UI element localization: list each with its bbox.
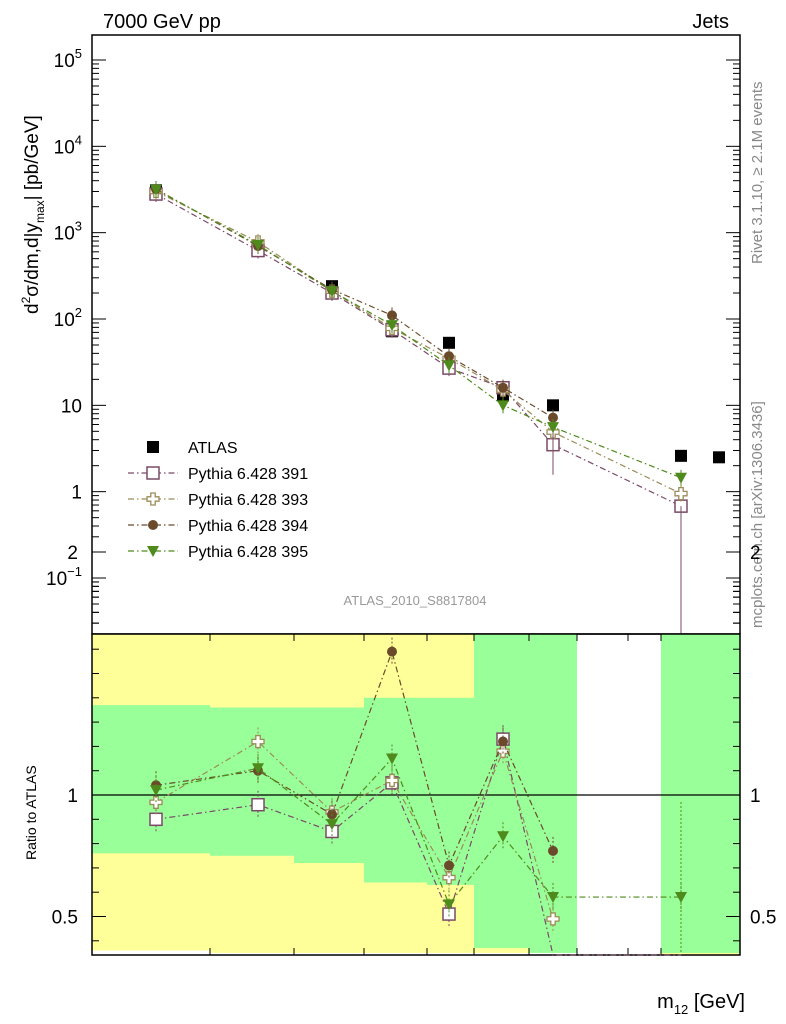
analysis-label: ATLAS_2010_S8817804 bbox=[344, 593, 487, 608]
ratio-series-3 bbox=[150, 744, 687, 919]
y-tick-label: 104 bbox=[54, 132, 82, 158]
ratio-point bbox=[149, 812, 163, 827]
band-inner bbox=[474, 634, 529, 949]
ratio-point bbox=[251, 734, 265, 749]
ratio-point bbox=[548, 845, 558, 856]
ratio-axis-title: Ratio to ATLAS bbox=[23, 765, 39, 860]
data-point bbox=[443, 336, 455, 349]
legend: ATLAS Pythia 6.428 391 Pythia 6.428 393 Pyt… bbox=[128, 440, 308, 561]
legend-marker bbox=[147, 546, 159, 557]
data-point bbox=[444, 351, 454, 362]
y-tick-label: 105 bbox=[54, 46, 82, 72]
data-point bbox=[387, 310, 397, 321]
y-tick-label: 10 bbox=[61, 396, 82, 417]
ratio-series-2 bbox=[151, 637, 558, 880]
ratio-tick-label-right: 1 bbox=[750, 786, 761, 807]
ratio-plot: 0.5 0.5 1 1 2 2 bbox=[52, 543, 776, 956]
series-line bbox=[155, 189, 682, 479]
series-line bbox=[155, 188, 554, 419]
legend-label: Pythia 6.428 394 bbox=[188, 518, 308, 535]
band-inner bbox=[92, 705, 210, 854]
y-axis-title: d2σ/dm,d|ymax| [pb/GeV] bbox=[19, 115, 47, 314]
ratio-point bbox=[546, 912, 560, 926]
ratio-point bbox=[385, 773, 399, 788]
y-tick-label: 10−1 bbox=[46, 564, 82, 590]
ratio-line bbox=[155, 736, 681, 956]
ratio-point bbox=[496, 744, 510, 758]
data-point bbox=[497, 400, 509, 412]
legend-label: Pythia 6.428 393 bbox=[188, 492, 308, 509]
ratio-point bbox=[150, 785, 162, 797]
ratio-tick-label-right: 0.5 bbox=[750, 908, 776, 929]
ratio-point bbox=[675, 892, 687, 904]
series-line bbox=[155, 193, 682, 507]
data-point bbox=[252, 239, 264, 251]
data-point bbox=[326, 286, 338, 298]
data-point bbox=[547, 422, 559, 434]
ratio-tick-label-right: 2 bbox=[750, 543, 761, 564]
mcplots-label: mcplots.cern.ch [arXiv:1306.3436] bbox=[749, 401, 766, 628]
data-point bbox=[548, 412, 558, 423]
data-point bbox=[675, 472, 687, 484]
y-tick-label: 1 bbox=[71, 483, 82, 504]
data-point bbox=[443, 360, 455, 372]
y-tick-label: 103 bbox=[54, 219, 82, 245]
ratio-point bbox=[326, 819, 338, 831]
ratio-point bbox=[149, 795, 163, 809]
ratio-point bbox=[443, 899, 455, 911]
ratio-tick-label: 0.5 bbox=[52, 908, 78, 929]
legend-marker bbox=[146, 492, 160, 506]
y-tick-label: 102 bbox=[54, 305, 82, 331]
header-right: Jets bbox=[692, 11, 729, 33]
band-inner bbox=[661, 634, 740, 953]
band-inner bbox=[210, 707, 294, 856]
rivet-label: Rivet 3.1.10, ≥ 2.1M events bbox=[749, 82, 766, 265]
ratio-point bbox=[251, 797, 265, 812]
data-point bbox=[547, 399, 559, 412]
series-line bbox=[155, 190, 682, 495]
x-axis-title: m12 [GeV] bbox=[657, 991, 745, 1017]
band-inner bbox=[364, 697, 427, 883]
ratio-point bbox=[498, 736, 508, 747]
legend-marker bbox=[148, 520, 158, 530]
data-point bbox=[150, 184, 162, 196]
data-point bbox=[674, 486, 688, 501]
data-point bbox=[675, 449, 687, 462]
series-1 bbox=[149, 186, 688, 515]
ratio-tick-label: 1 bbox=[67, 786, 78, 807]
ratio-point bbox=[252, 763, 264, 775]
band-inner bbox=[294, 707, 364, 864]
legend-marker bbox=[146, 466, 160, 480]
ratio-point bbox=[387, 646, 397, 657]
header-left: 7000 GeV pp bbox=[103, 11, 221, 33]
data-point bbox=[713, 451, 725, 464]
series-0 bbox=[150, 184, 725, 464]
ratio-point bbox=[547, 892, 559, 904]
series-4 bbox=[150, 181, 687, 486]
legend-label: ATLAS bbox=[188, 440, 238, 457]
data-point bbox=[386, 320, 398, 332]
ratio-line bbox=[155, 757, 681, 906]
legend-marker bbox=[147, 441, 159, 453]
ratio-point bbox=[386, 753, 398, 765]
ratio-tick-label: 2 bbox=[67, 543, 78, 564]
legend-label: Pythia 6.428 395 bbox=[188, 544, 308, 561]
ratio-point bbox=[497, 831, 509, 843]
ratio-point bbox=[444, 860, 454, 871]
ratio-point bbox=[442, 870, 456, 885]
legend-label: Pythia 6.428 391 bbox=[188, 466, 308, 483]
data-point bbox=[498, 382, 508, 393]
